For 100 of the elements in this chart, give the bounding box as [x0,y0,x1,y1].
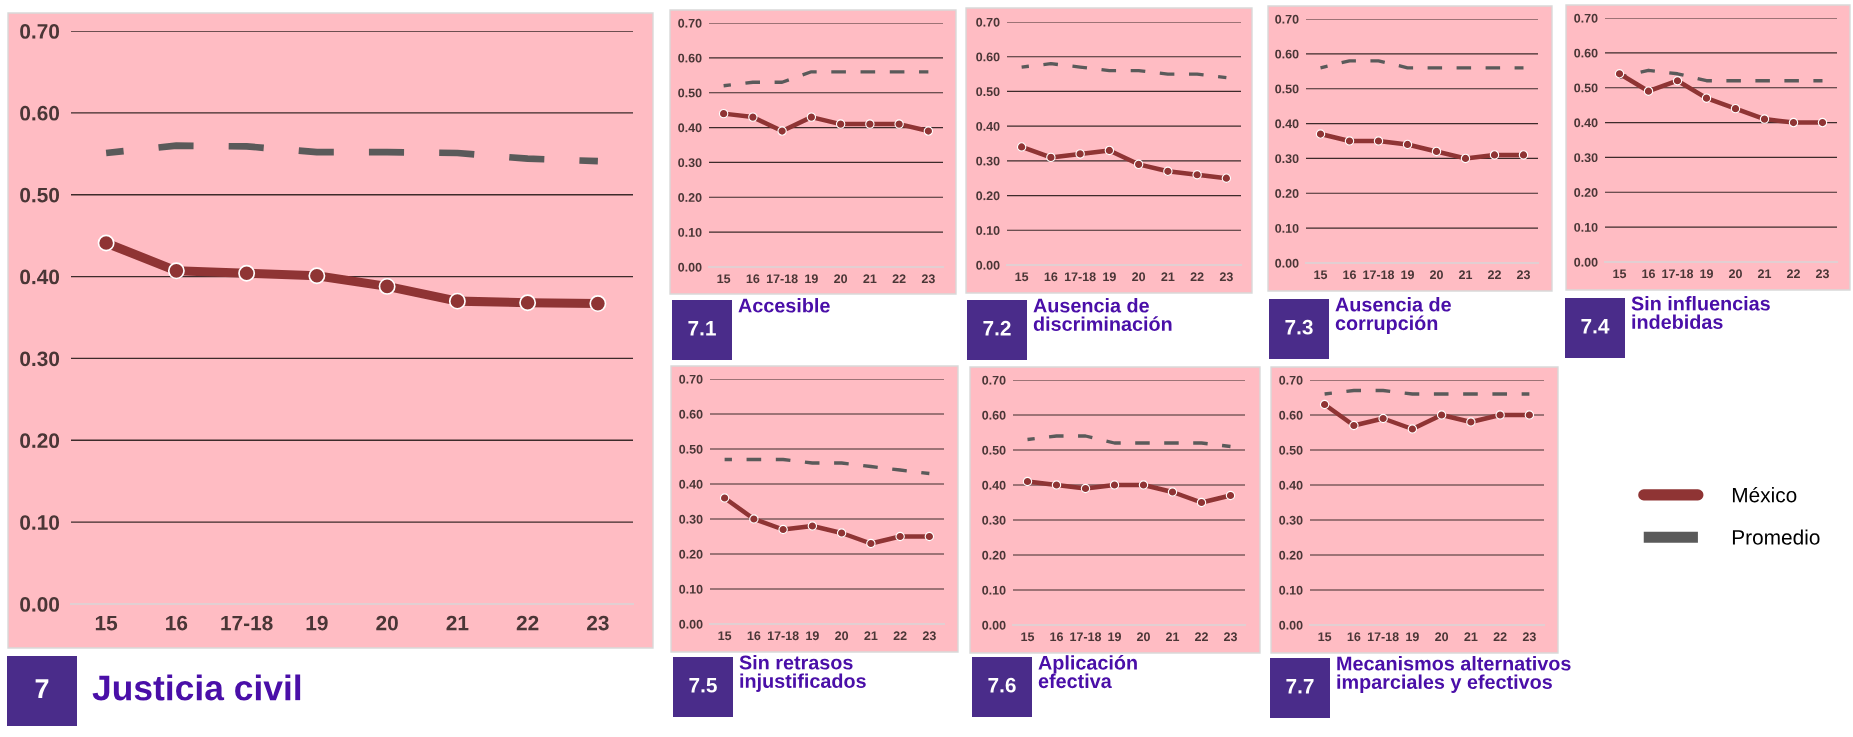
y-tick-label: 0.30 [20,351,60,367]
x-tick-label: 23 [1516,270,1530,280]
y-tick-label: 0.30 [982,515,1006,525]
text: Justicia civil [92,674,301,701]
y-tick-label: 0.00 [679,619,703,629]
y-tick-label: 0.70 [1275,14,1299,24]
x-tick-label: 23 [1219,272,1233,282]
point [1046,152,1056,163]
point [1163,166,1173,176]
x-tick-label: 15 [1021,632,1035,642]
x-tick-label: 20 [376,615,398,631]
line-series [1025,434,1233,449]
x-tick-label: 21 [863,274,877,283]
legend-label: México [1732,486,1797,503]
y-tick-label: 0.70 [678,18,702,28]
x-tick-label: 19 [805,274,818,284]
y-tick-label: 0.50 [982,445,1006,455]
y-tick-label: 0.50 [20,187,60,203]
x-tick-label: 16 [166,615,188,631]
point [748,112,758,122]
point [1022,476,1033,487]
y-tick-label: 0.30 [1574,153,1598,163]
x-tick-label: 17-18 [1064,272,1096,282]
text: Sin retrasos injustificados [739,655,866,692]
y-tick-label: 0.00 [1574,257,1598,267]
point [1344,136,1355,146]
y-tick-label: 0.60 [678,53,702,63]
x-tick-label: 23 [1522,632,1536,642]
point [1489,150,1500,160]
point [589,295,607,313]
y-tick-label: 0.20 [20,433,60,449]
point [1701,93,1712,103]
point [1133,159,1144,170]
line-series [1019,61,1229,80]
line-series [722,457,932,476]
point [1080,483,1091,494]
text: Mecanismos alternativos imparciales y efectivos [1337,656,1571,693]
y-tick-label: 0.00 [20,597,60,612]
y-tick-label: 0.30 [1275,154,1299,164]
y-tick-label: 0.20 [1279,550,1303,560]
y-tick-label: 0.40 [976,121,1000,131]
x-tick-label: 15 [1318,632,1332,642]
y-tick-label: 0.50 [1574,83,1598,93]
x-tick-label: 17-18 [766,274,798,284]
x-tick-label: 15 [1015,272,1029,282]
x-tick-label: 23 [922,631,936,641]
y-tick-label: 0.50 [679,444,703,454]
x-tick-label: 21 [864,631,878,640]
x-tick-label: 21 [1165,632,1180,641]
point [238,264,256,282]
y-tick-label: 0.40 [679,479,703,489]
x-tick-label: 19 [1700,269,1713,279]
y-tick-label: 0.00 [1275,258,1299,268]
point [923,126,934,136]
point [1349,420,1359,431]
point [1730,103,1741,114]
text: Aplicación efectiva [1038,655,1137,689]
y-tick-label: 0.50 [1275,84,1299,94]
text: 7.5 [689,678,717,693]
point [718,108,729,119]
y-tick-label: 0.50 [1279,445,1303,455]
point [806,112,817,122]
point [1075,149,1085,159]
x-tick-label: 17-18 [1070,632,1102,642]
x-tick-label: 21 [446,615,469,631]
x-tick-label: 19 [806,631,819,641]
y-tick-label: 0.20 [976,191,1000,201]
point [1378,413,1388,424]
point [1196,497,1207,508]
y-tick-label: 0.10 [1574,222,1598,232]
text: 7.4 [1581,319,1610,334]
point [1016,142,1027,152]
y-tick-label: 0.40 [1275,119,1299,129]
text: Ausencia de discriminación [1033,298,1172,331]
x-tick-label: 20 [1429,270,1443,280]
y-tick-label: 0.40 [1279,480,1303,490]
text: Sin influencias indebidas [1631,296,1770,329]
y-tick-label: 0.30 [678,158,702,168]
x-tick-label: 19 [1406,632,1419,642]
x-tick-label: 17-18 [767,631,799,641]
point [807,521,818,531]
x-tick-label: 20 [1132,272,1146,282]
point [1495,410,1505,420]
text: Ausencia de corrupción [1335,297,1451,335]
x-tick-label: 17-18 [1363,270,1395,280]
point [895,531,905,542]
y-tick-label: 0.10 [20,515,60,530]
x-tick-label: 19 [1103,272,1116,282]
x-tick-label: 20 [835,631,849,641]
point [1221,173,1232,183]
x-tick-label: 21 [1161,272,1175,281]
x-tick-label: 17-18 [221,615,273,631]
y-tick-label: 0.00 [1279,620,1303,630]
x-tick-label: 23 [1815,269,1829,279]
x-tick-label: 20 [1136,632,1150,642]
x-tick-label: 16 [1050,632,1063,642]
y-tick-label: 0.40 [20,269,60,285]
point [1672,76,1683,86]
point [1315,129,1326,139]
text: 7.7 [1286,679,1314,694]
